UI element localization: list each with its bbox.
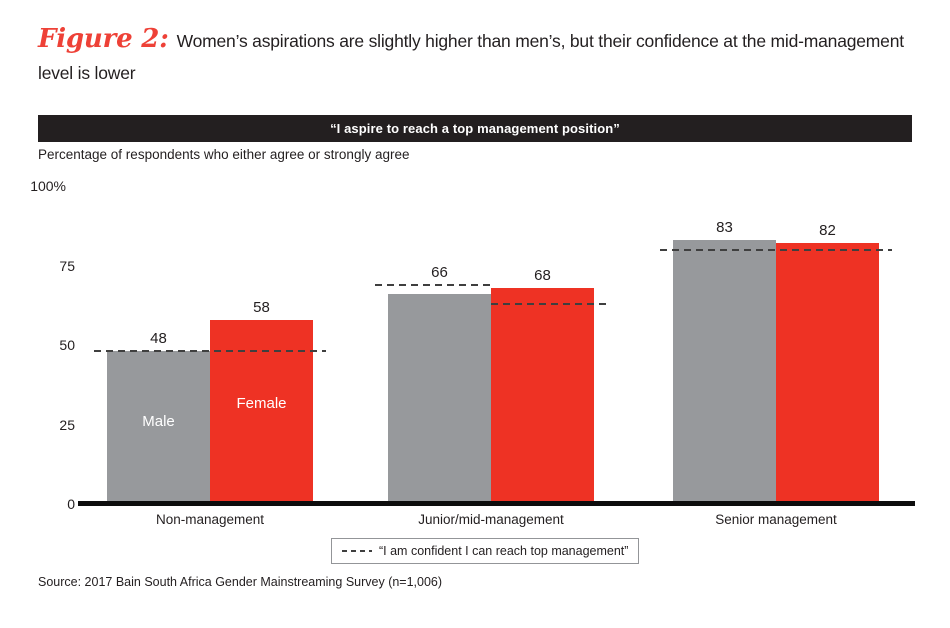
- legend-box: “I am confident I can reach top manageme…: [331, 538, 640, 564]
- bar-female-non-management: [210, 319, 313, 504]
- bar-female-junior-mid-management: [491, 287, 594, 504]
- figure-title: Women’s aspirations are slightly higher …: [38, 31, 904, 83]
- source-text: Source: 2017 Bain South Africa Gender Ma…: [38, 575, 443, 589]
- x-axis-category-label: Junior/mid-management: [418, 512, 564, 527]
- chart-subtitle: Percentage of respondents who either agr…: [38, 147, 410, 162]
- confidence-dashed-line: [94, 350, 326, 353]
- y-axis-tick-label: 0: [67, 496, 75, 512]
- bar-male-junior-mid-management: [388, 294, 491, 504]
- bar-male-senior-management: [673, 240, 776, 504]
- confidence-dashed-line: [491, 302, 607, 305]
- legend-label: “I am confident I can reach top manageme…: [379, 544, 629, 558]
- bar-value-label: 68: [534, 266, 551, 284]
- bar-series-label: Male: [142, 412, 175, 430]
- y-axis-tick-label: 75: [59, 257, 75, 274]
- confidence-dashed-line: [375, 283, 491, 286]
- bar-value-label: 82: [819, 222, 836, 240]
- bar-value-label: 83: [716, 219, 733, 237]
- y-axis-tick-label: 50: [59, 337, 75, 353]
- figure-header: Figure 2: Women’s aspirations are slightl…: [38, 24, 918, 90]
- bar-value-label: 58: [253, 298, 270, 316]
- confidence-dashed-line: [660, 248, 892, 251]
- bar-female-senior-management: [776, 243, 879, 504]
- x-axis-category-label: Senior management: [715, 512, 837, 527]
- statement-banner: “I aspire to reach a top management posi…: [38, 115, 912, 142]
- x-axis-category-label: Non-management: [155, 512, 265, 527]
- dashed-line-icon: [342, 550, 372, 552]
- y-axis-tick-label: 100%: [30, 178, 66, 194]
- bar-value-label: 48: [150, 330, 167, 348]
- bar-series-label: Female: [236, 395, 287, 413]
- y-axis-tick-label: 25: [59, 416, 75, 433]
- bar-value-label: 66: [431, 263, 448, 281]
- x-axis-line: [78, 501, 915, 506]
- figure-number-label: Figure 2:: [38, 24, 169, 54]
- bar-male-non-management: [107, 351, 210, 504]
